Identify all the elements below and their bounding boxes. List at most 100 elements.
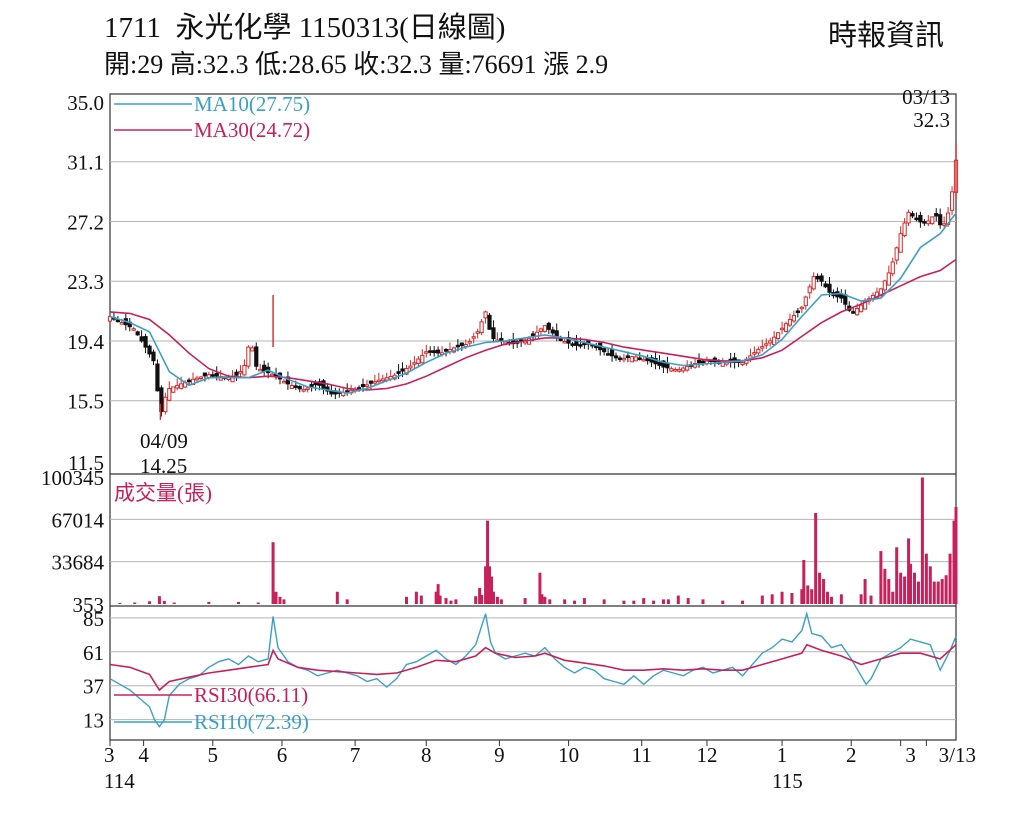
candlestick <box>119 322 124 325</box>
volume-bar <box>802 559 806 604</box>
candlestick <box>179 383 184 389</box>
candlestick <box>910 213 915 217</box>
candlestick <box>918 214 923 223</box>
volume-bar <box>480 594 484 604</box>
candlestick <box>546 322 551 330</box>
volume-bar <box>869 595 873 604</box>
candlestick <box>926 220 931 225</box>
candlestick <box>764 343 769 346</box>
volume-bar <box>676 595 680 604</box>
candlestick <box>795 310 800 313</box>
rsi-tick-label: 85 <box>83 607 104 631</box>
candlestick <box>297 386 302 390</box>
volume-bar <box>780 591 784 604</box>
volume-bar <box>948 553 952 604</box>
volume-bar <box>686 598 690 604</box>
volume-bar <box>274 591 278 604</box>
rsi-tick-label: 61 <box>83 641 104 665</box>
volume-bar <box>172 602 176 604</box>
candlestick <box>633 356 638 362</box>
candlestick <box>637 357 642 360</box>
candlestick <box>436 349 441 354</box>
candlestick <box>799 306 804 310</box>
x-tick-label: 3 <box>905 743 916 767</box>
candlestick <box>416 358 421 364</box>
candlestick <box>791 314 797 322</box>
candlestick <box>289 385 294 389</box>
quote-line: 開:29 高:32.3 低:28.65 收:32.3 量:76691 漲 2.9 <box>104 44 608 81</box>
volume-bar <box>523 598 527 604</box>
ma10-line <box>109 212 957 394</box>
volume-bar <box>486 520 490 604</box>
candlestick <box>131 328 136 331</box>
rsi30-legend-label: RSI30(66.11) <box>194 683 308 707</box>
stock-code: 1711 <box>104 12 161 44</box>
volume-bar <box>419 595 423 604</box>
candlestick <box>167 387 172 401</box>
candlestick <box>578 344 583 347</box>
candlestick <box>768 340 773 344</box>
volume-bar <box>928 566 932 604</box>
high-value-annotation: 32.3 <box>913 108 950 132</box>
candlestick <box>934 213 939 217</box>
candlestick <box>776 332 781 339</box>
candlestick <box>329 390 334 395</box>
candlestick <box>811 276 816 290</box>
candlestick <box>625 355 630 359</box>
candlestick <box>609 348 615 357</box>
candlestick <box>602 348 607 353</box>
candlestick <box>949 191 955 211</box>
candlestick <box>321 380 326 389</box>
candlestick <box>930 216 935 225</box>
candlestick <box>115 319 121 323</box>
candlestick <box>372 381 377 384</box>
candlestick <box>696 360 702 364</box>
volume-bar <box>721 600 725 604</box>
candlestick <box>376 379 381 383</box>
volume-bar <box>944 575 948 604</box>
volume-bar <box>899 572 903 604</box>
volume-bar <box>540 594 544 604</box>
candlestick <box>859 304 864 313</box>
volume-bar <box>741 600 745 604</box>
candlestick <box>530 333 536 336</box>
rsi-tick-label: 13 <box>83 709 104 733</box>
candlestick <box>902 222 907 236</box>
volume-bar <box>157 596 161 604</box>
candlestick <box>613 355 619 359</box>
volume-bar <box>148 601 152 604</box>
candlestick <box>412 362 417 365</box>
volume-bar <box>839 594 843 604</box>
close-value: 收:32.3 <box>353 50 432 79</box>
volume-bar <box>454 599 458 604</box>
high-value: 高:32.3 <box>169 50 249 79</box>
candlestick <box>807 286 812 294</box>
open-value: 開:29 <box>104 50 164 79</box>
volume-bar <box>491 591 495 604</box>
candlestick <box>234 371 239 376</box>
volume-bar <box>335 591 339 604</box>
volume-bar <box>887 579 891 604</box>
ma30-legend-label: MA30(24.72) <box>194 118 310 142</box>
candlestick <box>471 336 476 339</box>
candlestick <box>914 217 919 221</box>
candlestick <box>269 373 275 377</box>
volume-tick-label: 33684 <box>52 551 105 575</box>
volume-bar <box>818 572 822 604</box>
x-tick-label: 1 <box>777 743 788 767</box>
candlestick <box>550 329 555 334</box>
candlestick <box>756 348 761 354</box>
volume-bar <box>602 599 606 604</box>
x-tick-label: 6 <box>277 743 288 767</box>
candlestick <box>210 374 215 377</box>
candlestick <box>139 336 144 342</box>
candlestick <box>815 275 820 280</box>
rsi-tick-label: 37 <box>83 675 104 699</box>
volume-bar <box>952 520 956 604</box>
candlestick <box>657 361 662 366</box>
candlestick <box>428 350 433 353</box>
volume-bar <box>622 600 626 604</box>
ma30-line <box>109 258 957 391</box>
candlestick <box>617 357 623 361</box>
volume-bar <box>829 596 833 604</box>
